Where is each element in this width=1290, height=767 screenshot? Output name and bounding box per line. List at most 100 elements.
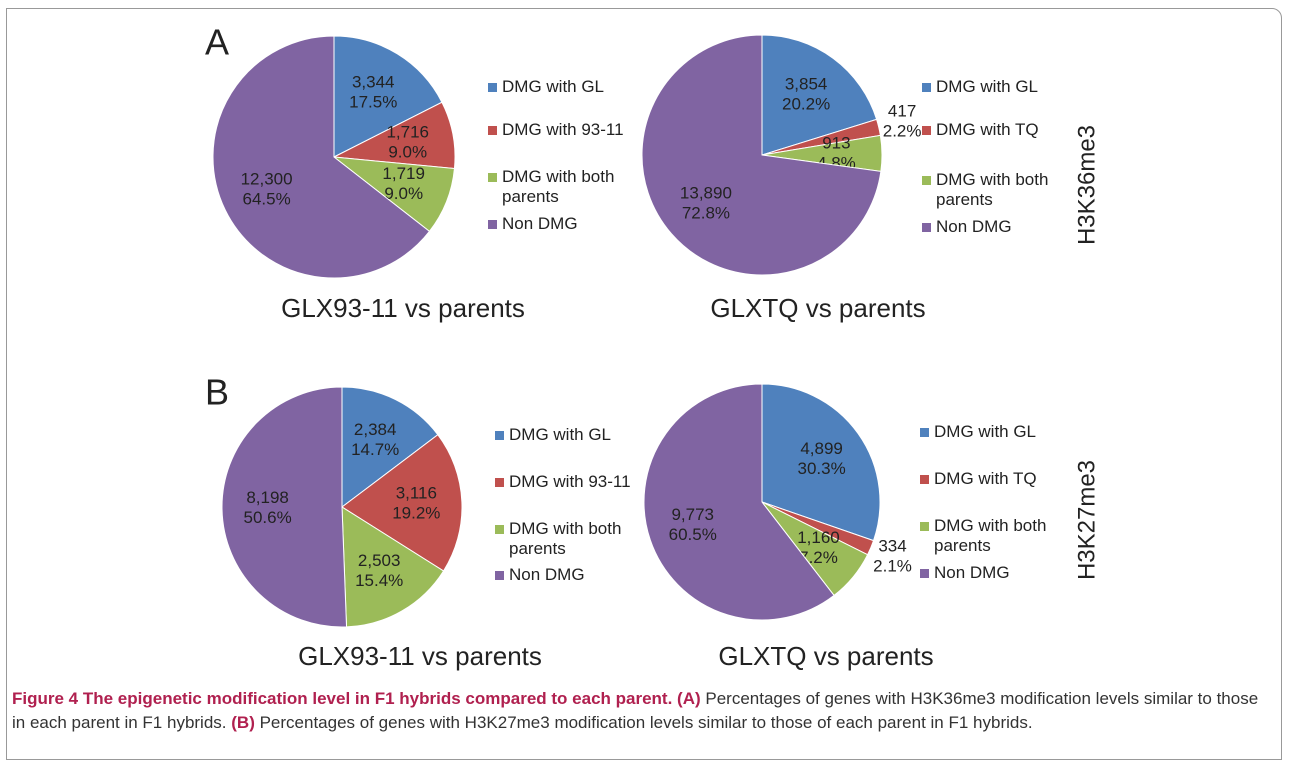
pie-title: GLXTQ vs parents bbox=[710, 293, 925, 323]
pie-slice bbox=[341, 506, 445, 628]
legend-item: DMG with both parents bbox=[922, 170, 1076, 210]
legend-item: DMG with GL bbox=[922, 77, 1076, 97]
slice-value-label: 2,384 bbox=[354, 420, 397, 439]
legend-item: Non DMG bbox=[922, 217, 1076, 237]
legend-item: DMG with GL bbox=[495, 425, 649, 445]
pie-title: GLXTQ vs parents bbox=[718, 641, 933, 671]
legend-item: Non DMG bbox=[495, 565, 649, 585]
legend-item: Non DMG bbox=[920, 563, 1074, 583]
slice-value-label: 334 bbox=[878, 536, 906, 555]
slice-value-label: 417 bbox=[888, 101, 916, 120]
legend-swatch bbox=[495, 431, 504, 440]
caption-label: (A) bbox=[677, 689, 701, 708]
slice-value-label: 12,300 bbox=[241, 169, 293, 188]
legend-label: Non DMG bbox=[934, 563, 1010, 582]
slice-percent-label: 64.5% bbox=[242, 189, 290, 208]
side-label: H3K36me3 bbox=[1073, 125, 1100, 245]
pie-slice bbox=[341, 434, 463, 572]
legend-swatch bbox=[920, 475, 929, 484]
legend-label: Non DMG bbox=[936, 217, 1012, 236]
legend-label: DMG with both parents bbox=[509, 519, 622, 558]
legend-swatch bbox=[488, 126, 497, 135]
slice-percent-label: 17.5% bbox=[349, 93, 397, 112]
slice-value-label: 9,773 bbox=[671, 505, 714, 524]
legend-item: DMG with 93-11 bbox=[495, 472, 649, 492]
pie-slice bbox=[212, 35, 431, 279]
legend-item: DMG with GL bbox=[920, 422, 1074, 442]
slice-value-label: 1,716 bbox=[386, 123, 429, 142]
pie-title: GLX93-11 vs parents bbox=[281, 293, 525, 323]
pie-slice bbox=[761, 34, 878, 156]
legend-label: Non DMG bbox=[509, 565, 585, 584]
legend-label: DMG with 93-11 bbox=[509, 472, 631, 491]
slice-percent-label: 2.2% bbox=[883, 121, 922, 140]
legend-item: DMG with TQ bbox=[920, 469, 1074, 489]
legend-swatch bbox=[922, 126, 931, 135]
pie-slice bbox=[761, 383, 881, 542]
legend-item: DMG with both parents bbox=[495, 519, 649, 559]
slice-percent-label: 72.8% bbox=[682, 203, 730, 222]
legend-item: DMG with TQ bbox=[922, 120, 1076, 140]
slice-percent-label: 9.0% bbox=[384, 184, 423, 203]
pie-slice bbox=[641, 34, 882, 276]
slice-percent-label: 2.1% bbox=[873, 556, 912, 575]
caption-label: (B) bbox=[231, 713, 255, 732]
slice-percent-label: 19.2% bbox=[392, 503, 440, 522]
panel-label: A bbox=[205, 22, 229, 63]
slice-value-label: 1,160 bbox=[797, 528, 840, 547]
legend-swatch bbox=[488, 220, 497, 229]
slice-value-label: 4,899 bbox=[800, 439, 843, 458]
legend-label: DMG with both parents bbox=[502, 167, 615, 206]
legend-item: DMG with GL bbox=[488, 77, 642, 97]
legend-swatch bbox=[495, 525, 504, 534]
legend-swatch bbox=[922, 83, 931, 92]
slice-percent-label: 50.6% bbox=[244, 508, 292, 527]
legend-swatch bbox=[488, 83, 497, 92]
pie-slice bbox=[333, 35, 443, 158]
legend-swatch bbox=[920, 428, 929, 437]
caption-title: Figure 4 The epigenetic modification lev… bbox=[12, 689, 673, 708]
legend-label: Non DMG bbox=[502, 214, 578, 233]
legend-label: DMG with 93-11 bbox=[502, 120, 624, 139]
legend-label: DMG with TQ bbox=[936, 120, 1039, 139]
legend-swatch bbox=[922, 223, 931, 232]
slice-percent-label: 20.2% bbox=[782, 95, 830, 114]
legend-label: DMG with both parents bbox=[936, 170, 1049, 209]
caption: Figure 4 The epigenetic modification lev… bbox=[12, 687, 1274, 735]
legend-item: DMG with both parents bbox=[488, 167, 642, 207]
legend-item: Non DMG bbox=[488, 214, 642, 234]
legend-swatch bbox=[922, 176, 931, 185]
caption-text: Percentages of genes with H3K36me3 modif… bbox=[12, 689, 1259, 732]
legend-swatch bbox=[495, 478, 504, 487]
slice-value-label: 8,198 bbox=[246, 488, 289, 507]
legend-swatch bbox=[920, 569, 929, 578]
slice-value-label: 3,344 bbox=[352, 73, 395, 92]
legend-swatch bbox=[488, 173, 497, 182]
slice-value-label: 3,854 bbox=[785, 75, 828, 94]
legend-label: DMG with GL bbox=[934, 422, 1037, 441]
legend-label: DMG with GL bbox=[936, 77, 1039, 96]
pie-slice bbox=[341, 386, 439, 509]
slice-percent-label: 30.3% bbox=[797, 459, 845, 478]
slice-value-label: 913 bbox=[822, 133, 850, 152]
pie-title: GLX93-11 vs parents bbox=[298, 641, 542, 671]
legend-label: DMG with TQ bbox=[934, 469, 1037, 488]
caption-text: Percentages of genes with H3K27me3 modif… bbox=[259, 713, 1033, 732]
legend-swatch bbox=[495, 571, 504, 580]
slice-value-label: 2,503 bbox=[358, 551, 401, 570]
legend-item: DMG with 93-11 bbox=[488, 120, 642, 140]
slice-value-label: 1,719 bbox=[382, 164, 425, 183]
panel-label: B bbox=[205, 372, 229, 413]
legend-label: DMG with GL bbox=[509, 425, 612, 444]
legend-item: DMG with both parents bbox=[920, 516, 1074, 556]
slice-percent-label: 9.0% bbox=[388, 143, 427, 162]
slice-value-label: 3,116 bbox=[396, 483, 437, 502]
slice-percent-label: 15.4% bbox=[355, 571, 403, 590]
legend-label: DMG with GL bbox=[502, 77, 605, 96]
legend-label: DMG with both parents bbox=[934, 516, 1047, 555]
side-label: H3K27me3 bbox=[1073, 460, 1100, 580]
pie-slice bbox=[221, 386, 348, 628]
slice-percent-label: 60.5% bbox=[669, 525, 717, 544]
chart: 3,34417.5%1,7169.0%1,7199.0%12,30064.5%G… bbox=[205, 22, 1100, 671]
